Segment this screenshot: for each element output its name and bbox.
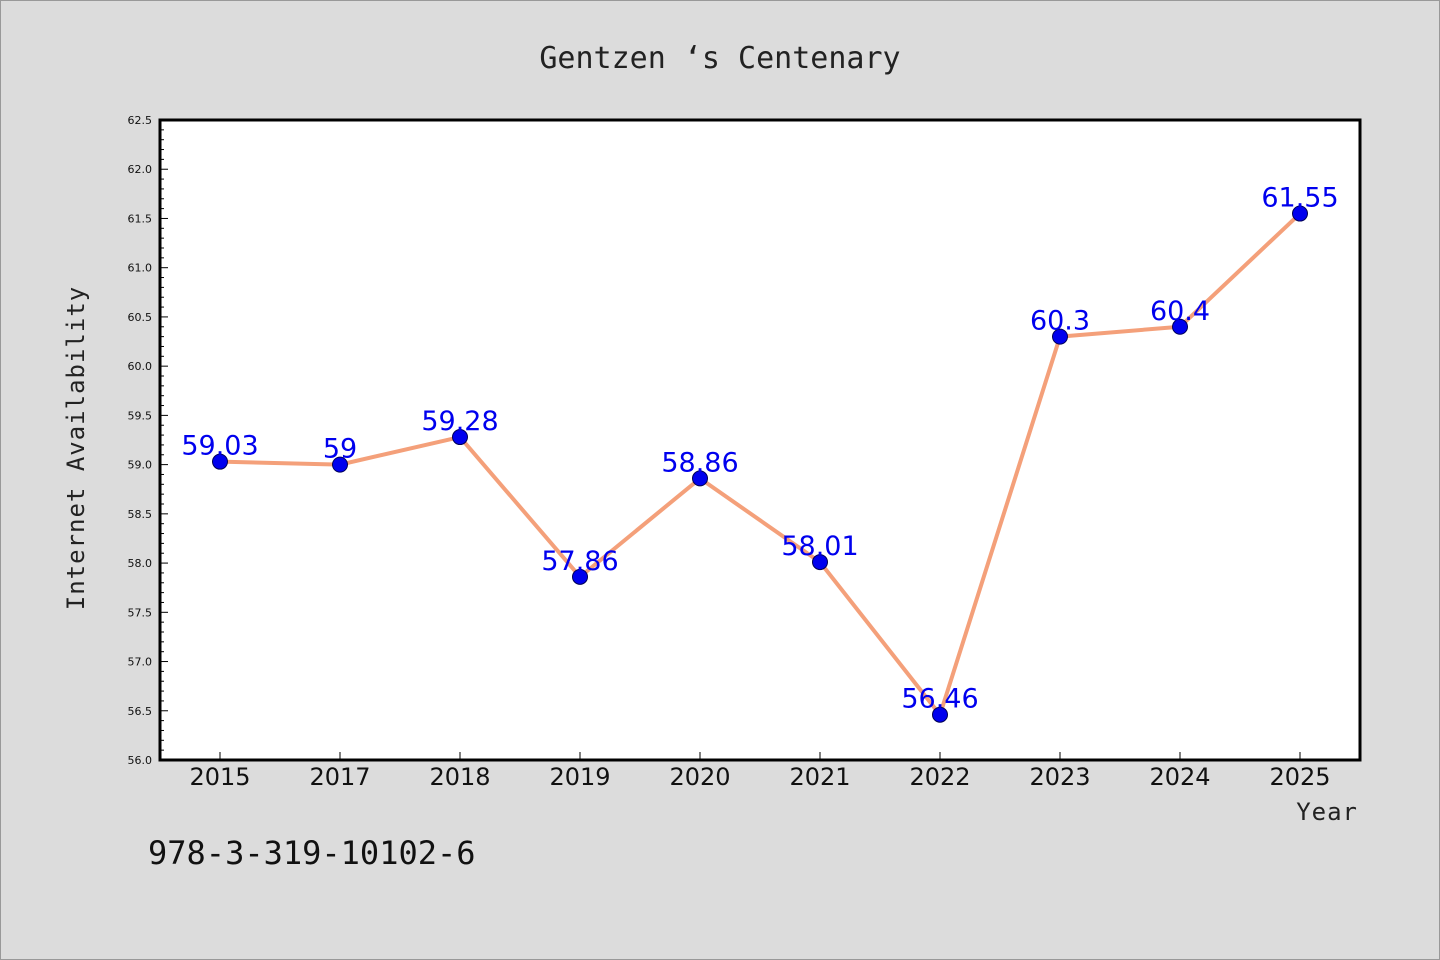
- plot-area: [160, 120, 1360, 760]
- x-tick-label: 2023: [1029, 763, 1090, 791]
- x-axis-label: Year: [1296, 798, 1358, 826]
- y-tick-label: 61.0: [128, 262, 153, 275]
- y-tick-label: 59.0: [128, 459, 153, 472]
- y-tick-label: 62.5: [128, 114, 153, 127]
- y-tick-label: 62.0: [128, 163, 153, 176]
- y-tick-label: 58.5: [128, 508, 153, 521]
- data-point: [1292, 205, 1308, 222]
- data-label: 57.86: [541, 546, 618, 577]
- data-label: 56.46: [901, 684, 978, 715]
- y-tick-label: 58.0: [128, 557, 153, 570]
- data-label: 58.86: [661, 447, 738, 478]
- x-tick-label: 2018: [429, 763, 490, 791]
- data-label: 59: [323, 434, 357, 465]
- data-label: 59.28: [421, 406, 498, 437]
- y-axis-label: Internet Availability: [62, 286, 90, 610]
- x-axis: 2015 2017 2018 2019 2020 2021 2022 2023 2024 2025: [189, 752, 1331, 791]
- data-point: [692, 470, 708, 487]
- series-markers: [212, 205, 1308, 723]
- data-label: 60.3: [1030, 306, 1090, 337]
- series-line: [218, 211, 1302, 717]
- y-tick-label: 60.0: [128, 360, 153, 373]
- data-point: [212, 453, 228, 470]
- y-tick-label: 57.5: [128, 606, 153, 619]
- chart-title: Gentzen ‘s Centenary: [539, 41, 900, 76]
- x-tick-label: 2024: [1149, 763, 1210, 791]
- data-point: [332, 456, 348, 473]
- data-label: 59.03: [181, 431, 258, 462]
- y-tick-label: 56.5: [128, 705, 153, 718]
- x-tick-label: 2020: [669, 763, 730, 791]
- data-label: 61.55: [1261, 183, 1338, 214]
- data-point: [572, 568, 588, 585]
- data-point: [1172, 318, 1188, 335]
- x-tick-label: 2025: [1269, 763, 1330, 791]
- x-tick-label: 2015: [189, 763, 250, 791]
- y-tick-label: 59.5: [128, 409, 153, 422]
- x-tick-label: 2022: [909, 763, 970, 791]
- y-tick-label: 56.0: [128, 754, 153, 767]
- data-label: 58.01: [781, 531, 858, 562]
- data-labels: 59.03 59 59.28 57.86 58.86 58.01 56.46 60.3 60.4…: [181, 183, 1338, 715]
- data-point: [452, 429, 468, 446]
- data-label: 60.4: [1150, 296, 1210, 327]
- x-tick-label: 2021: [789, 763, 850, 791]
- y-tick-label: 61.5: [128, 212, 153, 225]
- footer-isbn: 978-3-319-10102-6: [148, 834, 476, 872]
- data-point: [932, 706, 948, 723]
- x-tick-label: 2019: [549, 763, 610, 791]
- data-point: [812, 554, 828, 571]
- y-tick-label: 60.5: [128, 311, 153, 324]
- y-tick-label: 57.0: [128, 656, 153, 669]
- x-tick-label: 2017: [309, 763, 370, 791]
- data-point: [1052, 328, 1068, 345]
- y-axis: 56.0 56.5 57.0 57.5 58.0 58.5 59.0 59.5 60.0 60.5…: [128, 114, 168, 767]
- plot-frame: [158, 118, 1362, 762]
